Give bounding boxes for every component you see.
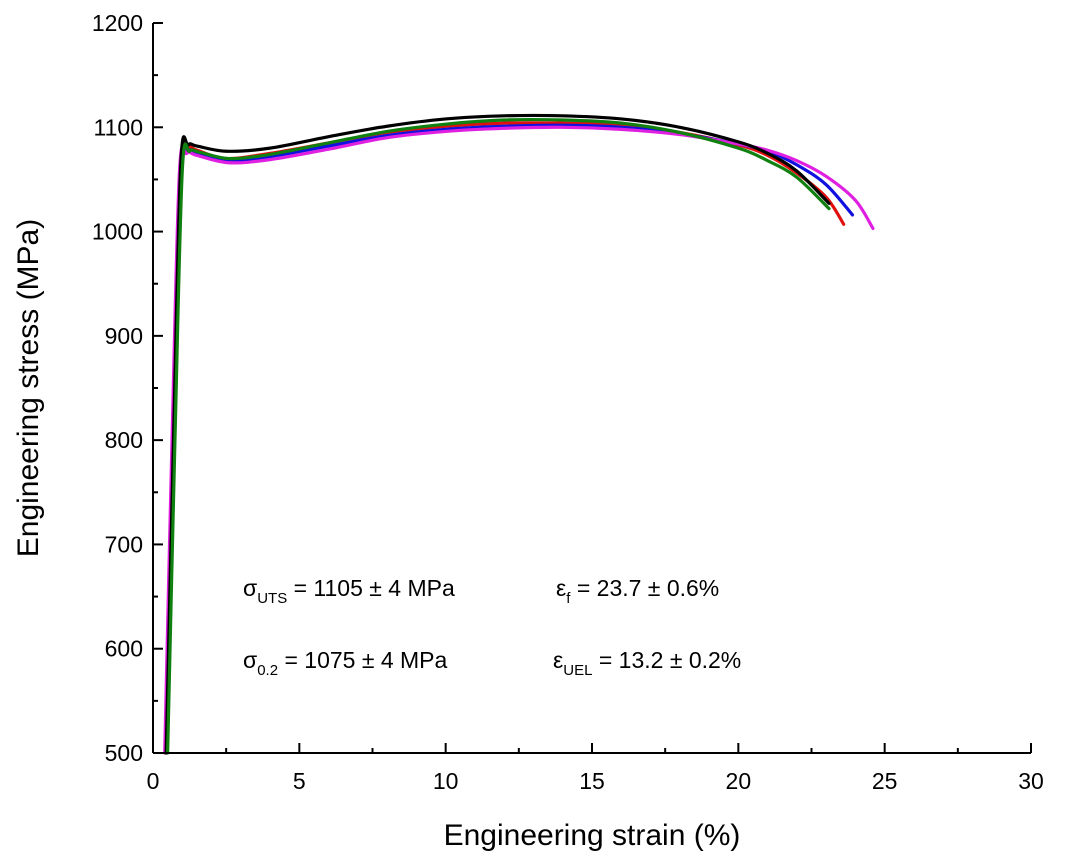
annotation-1: σUTS = 1105 ± 4 MPa <box>243 575 455 607</box>
x-tick-label: 10 <box>433 768 459 794</box>
y-tick-label: 1000 <box>92 219 143 245</box>
ticks: 0 5 10 15 20 25 30 500 600 700 800 900 1000 1100 1200 <box>92 10 1044 794</box>
y-tick-label: 700 <box>105 531 143 557</box>
annotation-3: σ0.2 = 1075 ± 4 MPa <box>243 647 448 679</box>
y-tick-label: 800 <box>105 427 143 453</box>
y-tick-label: 1200 <box>92 10 143 36</box>
series-layer <box>163 113 875 755</box>
y-tick-label: 900 <box>105 323 143 349</box>
y-tick-label: 1100 <box>94 114 143 140</box>
series-line-3 <box>163 125 875 755</box>
y-tick-label: 600 <box>105 636 143 662</box>
series-line-4 <box>164 113 831 755</box>
annotation-2: εf = 23.7 ± 0.6% <box>556 575 719 607</box>
y-tick-label: 500 <box>105 740 143 766</box>
annotation-4: εUEL = 13.2 ± 0.2% <box>553 647 741 679</box>
x-tick-label: 15 <box>579 768 605 794</box>
series-line-1 <box>164 121 846 755</box>
x-tick-label: 30 <box>1018 768 1044 794</box>
y-axis-title: Engineering stress (MPa) <box>12 219 45 557</box>
x-tick-label: 5 <box>293 768 306 794</box>
annotations: σUTS = 1105 ± 4 MPa εf = 23.7 ± 0.6% σ0.2 … <box>243 575 741 679</box>
series-line-5 <box>166 117 831 755</box>
x-tick-label: 20 <box>726 768 752 794</box>
axes <box>152 23 1031 754</box>
x-tick-label: 0 <box>147 768 160 794</box>
x-tick-label: 25 <box>872 768 898 794</box>
x-axis-title: Engineering strain (%) <box>444 819 741 852</box>
series-line-2 <box>164 123 855 755</box>
